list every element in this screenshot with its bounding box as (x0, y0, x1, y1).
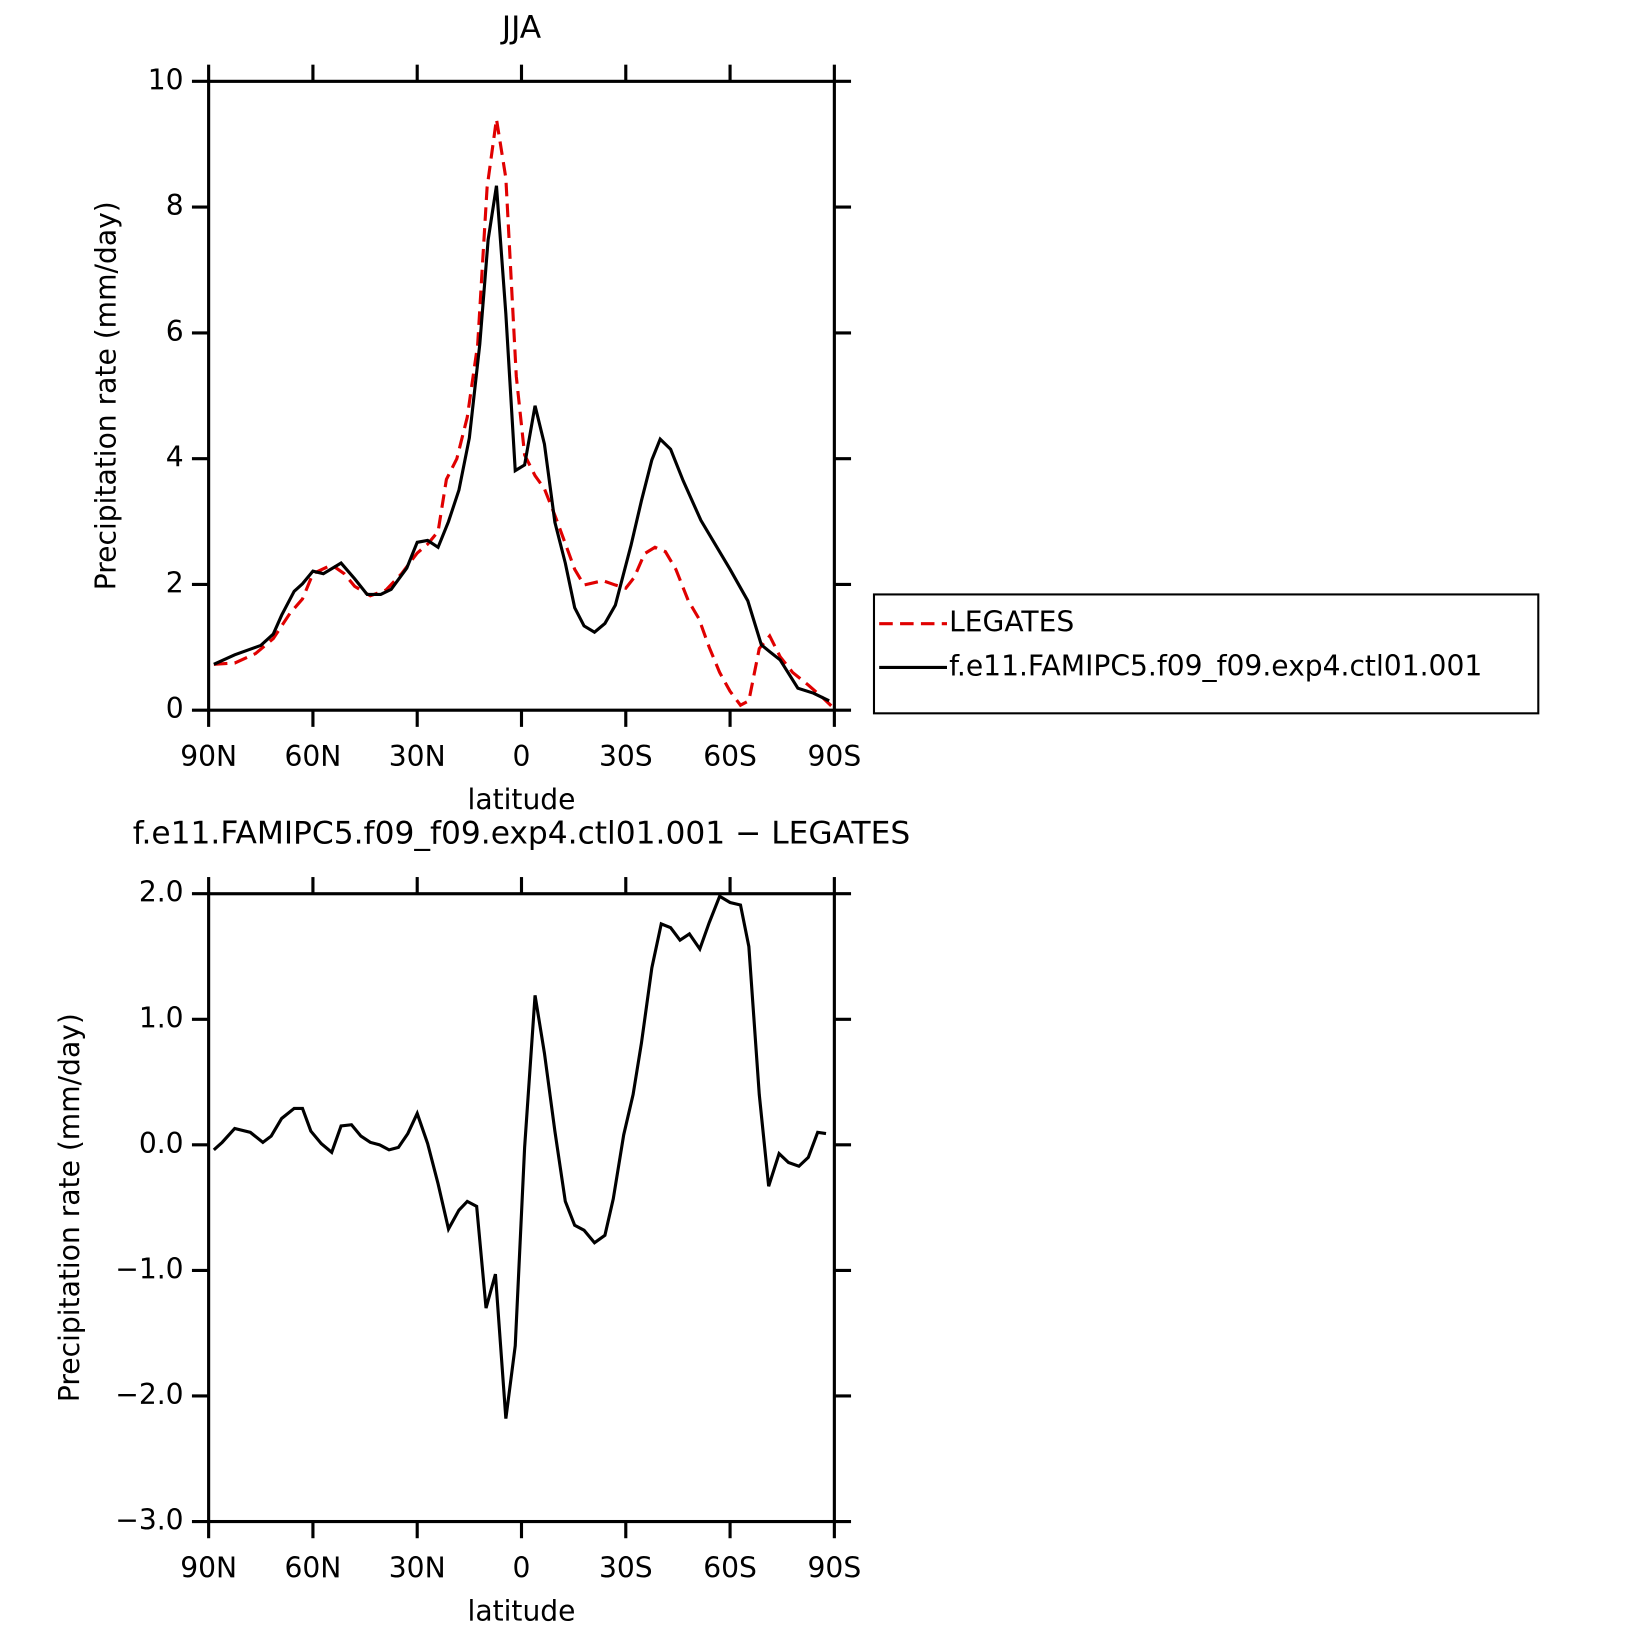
y-tick-label: 6 (166, 315, 184, 348)
y-axis-label: Precipitation rate (mm/day) (89, 201, 122, 590)
legend-box (872, 593, 1540, 715)
legend-label: f.e11.FAMIPC5.f09_f09.exp4.ctl01.001 (949, 649, 1482, 682)
y-tick-label: −2.0 (115, 1378, 183, 1411)
x-tick-label: 60N (284, 1552, 341, 1585)
y-tick-label: 2 (166, 566, 184, 599)
y-tick-label: 1.0 (139, 1001, 184, 1034)
data-line (213, 118, 833, 708)
y-tick-label: 2.0 (139, 876, 184, 909)
plot-frame (207, 892, 836, 1524)
x-tick-label: 90N (180, 740, 237, 773)
plot-frame (207, 79, 836, 712)
data-line (213, 185, 830, 703)
y-tick-label: −3.0 (115, 1504, 183, 1537)
chart-title: JJA (500, 10, 542, 46)
x-tick-label: 90S (808, 740, 862, 773)
y-tick-label: 0.0 (139, 1127, 184, 1160)
x-tick-label: 0 (513, 740, 531, 773)
y-axis-label: Precipitation rate (mm/day) (53, 1013, 86, 1402)
x-tick-label: 30N (389, 1552, 446, 1585)
x-tick-label: 0 (513, 1552, 531, 1585)
x-tick-label: 90N (180, 1552, 237, 1585)
y-tick-label: 4 (166, 441, 184, 474)
y-tick-label: 0 (166, 692, 184, 725)
x-tick-label: 60S (703, 740, 757, 773)
y-tick-label: 8 (166, 189, 184, 222)
x-tick-label: 60S (703, 1552, 757, 1585)
x-tick-label: 90S (808, 1552, 862, 1585)
y-tick-label: −1.0 (115, 1252, 183, 1285)
y-tick-label: 10 (148, 63, 184, 96)
x-axis-label: latitude (468, 783, 576, 816)
x-tick-label: 60N (284, 740, 341, 773)
x-tick-label: 30N (389, 740, 446, 773)
data-line (212, 893, 827, 1419)
x-tick-label: 30S (599, 740, 653, 773)
x-axis-label: latitude (468, 1594, 576, 1627)
legend-label: LEGATES (949, 606, 1074, 639)
x-tick-label: 30S (599, 1552, 653, 1585)
chart-title: f.e11.FAMIPC5.f09_f09.exp4.ctl01.001 − L… (133, 815, 911, 851)
